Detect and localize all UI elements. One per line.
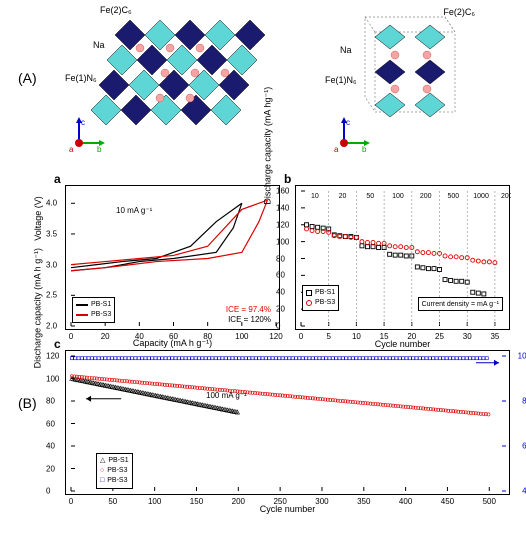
svg-text:200: 200 — [420, 193, 432, 200]
svg-text:50: 50 — [366, 193, 374, 200]
legend-b-s1: PB-S1 — [315, 288, 335, 298]
axis-indicator-right: c b a — [332, 115, 372, 155]
svg-text:a: a — [69, 145, 74, 154]
svg-text:500: 500 — [448, 193, 460, 200]
svg-text:10: 10 — [311, 193, 319, 200]
chart-b-legend: PB-S1 PB-S3 — [302, 285, 339, 311]
chart-c-rate: 100 mA g⁻¹ — [206, 391, 247, 400]
chart-b-rate-note: Current density = mA g⁻¹ — [418, 297, 503, 311]
legend-c-eff: PB-S3 — [107, 476, 127, 486]
panel-a-label: (A) — [18, 70, 37, 86]
legend-b-s3: PB-S3 — [315, 298, 335, 308]
svg-text:b: b — [97, 145, 102, 154]
rate-note-text: Current density = mA g⁻¹ — [422, 301, 499, 308]
na-label-r: Na — [340, 45, 352, 55]
panel-b-label: (B) — [18, 395, 37, 411]
legend-s1: PB-S1 — [91, 300, 111, 310]
chart-a-ylabel: Voltage (V) — [33, 196, 43, 241]
chart-c-legend: △PB-S1 ○PB-S3 □PB-S3 — [96, 453, 133, 489]
chart-c: c Discharge capacity (mA h g⁻¹) Efficien… — [65, 350, 510, 495]
legend-c-s1: PB-S1 — [108, 456, 128, 466]
fe2-label-r: Fe(2)C₆ — [443, 7, 475, 17]
chart-b-label: b — [284, 172, 291, 186]
fe2-label: Fe(2)C₆ — [100, 5, 132, 15]
chart-a: a Voltage (V) Capacity (mA h g⁻¹) 10 mA … — [65, 185, 280, 330]
svg-text:20: 20 — [339, 193, 347, 200]
svg-text:100: 100 — [392, 193, 404, 200]
fe1-label: Fe(1)N₆ — [65, 73, 97, 83]
chart-a-ice1: ICE = 97.4% — [226, 305, 271, 314]
chart-a-ice2: ICE = 120% — [228, 315, 271, 324]
chart-a-legend: PB-S1 PB-S3 — [72, 297, 115, 323]
svg-text:c: c — [81, 118, 85, 127]
section-a: Fe(2)C₆ Na Fe(1)N₆ c b a — [65, 5, 520, 160]
chart-c-label: c — [54, 337, 61, 351]
svg-text:a: a — [334, 145, 339, 154]
svg-text:c: c — [346, 118, 350, 127]
na-label: Na — [93, 40, 105, 50]
svg-text:b: b — [362, 145, 367, 154]
chart-b-ylabel: Discharge capacity (mA hg⁻¹) — [263, 86, 274, 204]
legend-c-s3: PB-S3 — [107, 466, 127, 476]
axis-indicator-left: c b a — [67, 115, 107, 155]
chart-b: b 10205010020050010002000 Discharge capa… — [295, 185, 510, 330]
crystal-structure-right: Fe(2)C₆ Na Fe(1)N₆ c b a — [330, 5, 480, 155]
svg-text:1000: 1000 — [473, 193, 489, 200]
section-b: a Voltage (V) Capacity (mA h g⁻¹) 10 mA … — [65, 185, 520, 495]
chart-a-rate: 10 mA g⁻¹ — [116, 206, 152, 215]
chart-c-xlabel: Cycle number — [260, 504, 316, 514]
legend-s3: PB-S3 — [91, 310, 111, 320]
chart-c-ylabel: Discharge capacity (mA h g⁻¹) — [33, 248, 44, 368]
crystal-structure-left: Fe(2)C₆ Na Fe(1)N₆ c b a — [65, 5, 295, 155]
svg-text:2000: 2000 — [501, 193, 511, 200]
chart-a-label: a — [54, 172, 61, 186]
fe1-label-r: Fe(1)N₆ — [325, 75, 357, 85]
